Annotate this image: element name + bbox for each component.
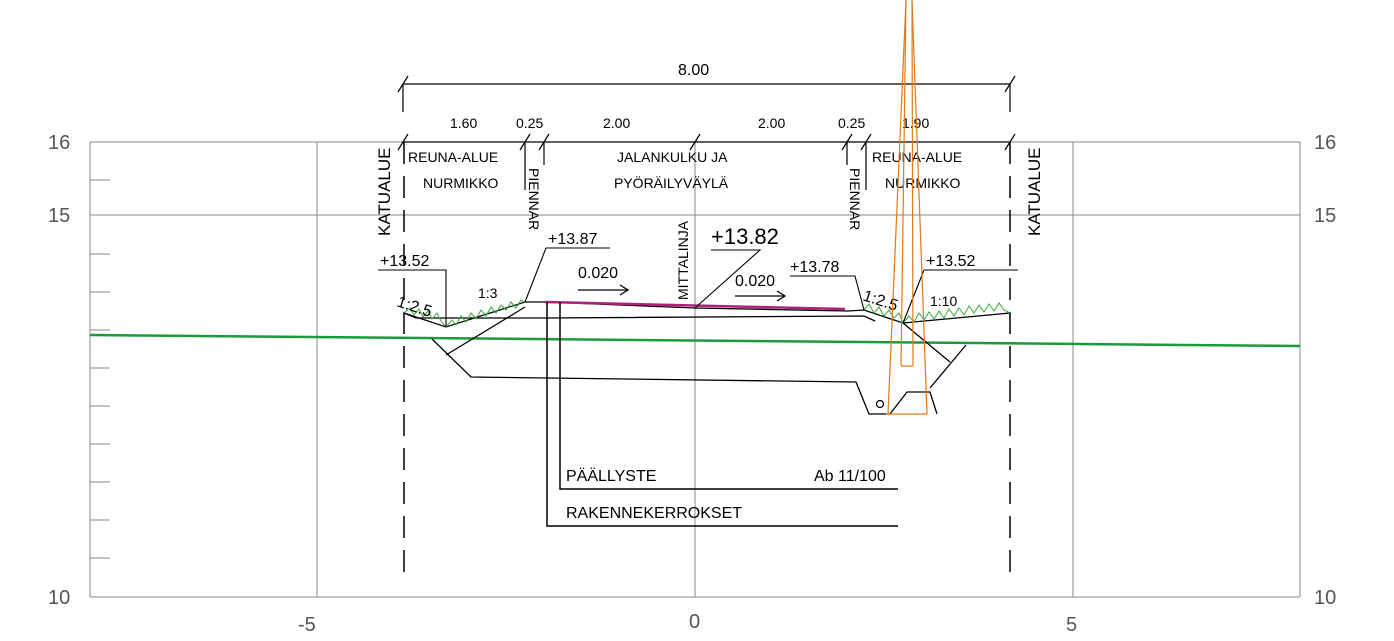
dim-seg-4: 2.00: [758, 115, 785, 131]
elev-right-edge: +13.52: [926, 253, 975, 270]
pathway-line2: PYÖRÄILYVÄYLÄ: [614, 174, 729, 191]
grass-right: [863, 302, 1011, 324]
dim-total: 8.00: [678, 62, 709, 79]
y-tick-15-left: 15: [48, 205, 70, 227]
elev-center: +13.82: [711, 224, 779, 249]
slope-right-outer: 1:10: [930, 293, 957, 309]
pathway-line1: JALANKULKU JA: [617, 149, 728, 165]
elev-left-shoulder: +13.87: [548, 231, 597, 248]
reuna-left-line2: NURMIKKO: [423, 175, 499, 191]
y-tick-16-right: 16: [1314, 132, 1336, 154]
reuna-left-line1: REUNA-ALUE: [408, 149, 498, 165]
slope-cross-right: 0.020: [735, 273, 775, 290]
y-tick-10-right: 10: [1314, 587, 1336, 609]
y-tick-16-left: 16: [48, 132, 70, 154]
grid: [89, 141, 1301, 598]
dim-seg-3: 2.00: [603, 115, 630, 131]
x-tick-0: 0: [689, 611, 700, 633]
ground-line: [89, 333, 1301, 348]
slope-arrows: [578, 284, 787, 302]
dimension-lines: [397, 75, 1016, 190]
elev-right-shoulder: +13.78: [790, 259, 839, 276]
piennar-left-label: PIENNAR: [526, 168, 542, 230]
reuna-right-line2: NURMIKKO: [885, 175, 961, 191]
katualue-left-label: KATUALUE: [375, 148, 394, 237]
slope-cross-left: 0.020: [578, 265, 618, 282]
elevation-leaders: [378, 247, 1018, 327]
pole: [886, 0, 928, 415]
callout-paallyste-spec: Ab 11/100: [814, 468, 886, 485]
minor-ticks-left: [90, 179, 110, 559]
dim-seg-5: 0.25: [838, 115, 865, 131]
callout-paallyste: PÄÄLLYSTE: [566, 467, 656, 485]
dim-seg-1: 1.60: [450, 115, 477, 131]
boundary-lines: [403, 142, 1011, 582]
grass-left: [403, 299, 526, 328]
y-tick-10-left: 10: [48, 587, 70, 609]
callout-rakennekerrokset: RAKENNEKERROKSET: [566, 505, 742, 522]
callout-leaders: [546, 302, 898, 527]
y-tick-15-right: 15: [1314, 205, 1336, 227]
x-tick-neg5: -5: [298, 614, 316, 636]
drain-pipe: [875, 399, 885, 409]
mittalinja-label: MITTALINJA: [675, 220, 691, 300]
cross-section-outline: [403, 301, 1011, 415]
slope-left-inner: 1:3: [478, 285, 498, 301]
piennar-right-label: PIENNAR: [847, 168, 863, 230]
dim-seg-2: 0.25: [516, 115, 543, 131]
surface-layer: [544, 300, 846, 311]
x-tick-5: 5: [1066, 614, 1077, 636]
elev-left-edge: +13.52: [380, 253, 429, 270]
katualue-right-label: KATUALUE: [1025, 148, 1044, 237]
dim-seg-6: 1.90: [902, 115, 929, 131]
